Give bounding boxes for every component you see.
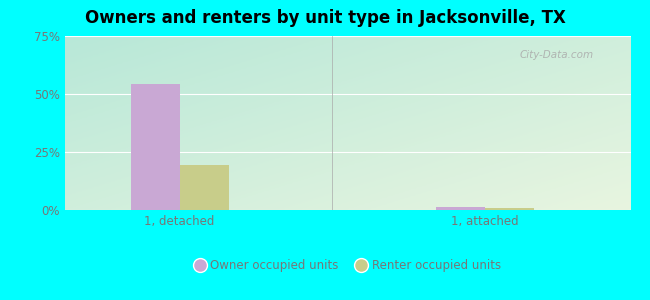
Legend: Owner occupied units, Renter occupied units: Owner occupied units, Renter occupied un… [190, 255, 506, 277]
Bar [179, 165, 229, 210]
Bar [436, 206, 486, 210]
Bar [486, 208, 534, 210]
Text: Owners and renters by unit type in Jacksonville, TX: Owners and renters by unit type in Jacks… [84, 9, 566, 27]
Text: City-Data.com: City-Data.com [520, 50, 594, 60]
Bar [131, 84, 179, 210]
